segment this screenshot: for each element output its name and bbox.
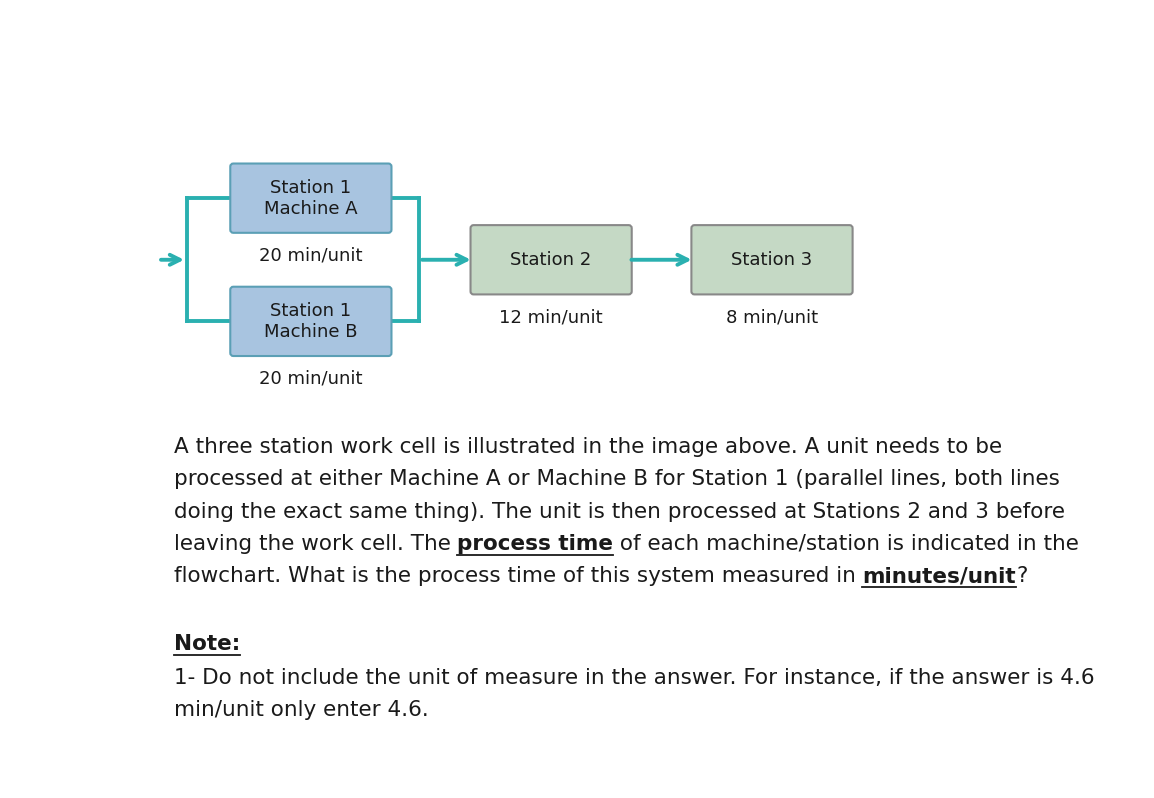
Text: 12 min/unit: 12 min/unit — [500, 308, 602, 326]
FancyBboxPatch shape — [471, 225, 631, 294]
Text: 20 min/unit: 20 min/unit — [260, 370, 362, 388]
Text: leaving the work cell. The: leaving the work cell. The — [174, 534, 457, 554]
Text: processed at either Machine A or Machine B for Station 1 (parallel lines, both l: processed at either Machine A or Machine… — [174, 469, 1059, 489]
Text: Station 3: Station 3 — [732, 251, 812, 269]
Text: of each machine/station is indicated in the: of each machine/station is indicated in … — [614, 534, 1079, 554]
Text: flowchart. What is the process time of this system measured in: flowchart. What is the process time of t… — [174, 567, 862, 587]
FancyBboxPatch shape — [231, 286, 391, 356]
FancyBboxPatch shape — [691, 225, 853, 294]
Text: Station 1
Machine A: Station 1 Machine A — [264, 179, 358, 218]
FancyBboxPatch shape — [231, 164, 391, 233]
Text: 8 min/unit: 8 min/unit — [726, 308, 818, 326]
Text: minutes/unit: minutes/unit — [862, 567, 1016, 587]
Text: A three station work cell is illustrated in the image above. A unit needs to be: A three station work cell is illustrated… — [174, 437, 1002, 457]
Text: Station 1
Machine B: Station 1 Machine B — [264, 302, 358, 341]
Text: 20 min/unit: 20 min/unit — [260, 247, 362, 265]
Text: Station 2: Station 2 — [510, 251, 592, 269]
Text: doing the exact same thing). The unit is then processed at Stations 2 and 3 befo: doing the exact same thing). The unit is… — [174, 502, 1065, 522]
Text: 1- Do not include the unit of measure in the answer. For instance, if the answer: 1- Do not include the unit of measure in… — [174, 668, 1094, 688]
Text: process time: process time — [457, 534, 614, 554]
Text: min/unit only enter 4.6.: min/unit only enter 4.6. — [174, 701, 428, 721]
Text: Note:: Note: — [174, 634, 240, 654]
Text: ?: ? — [1016, 567, 1027, 587]
